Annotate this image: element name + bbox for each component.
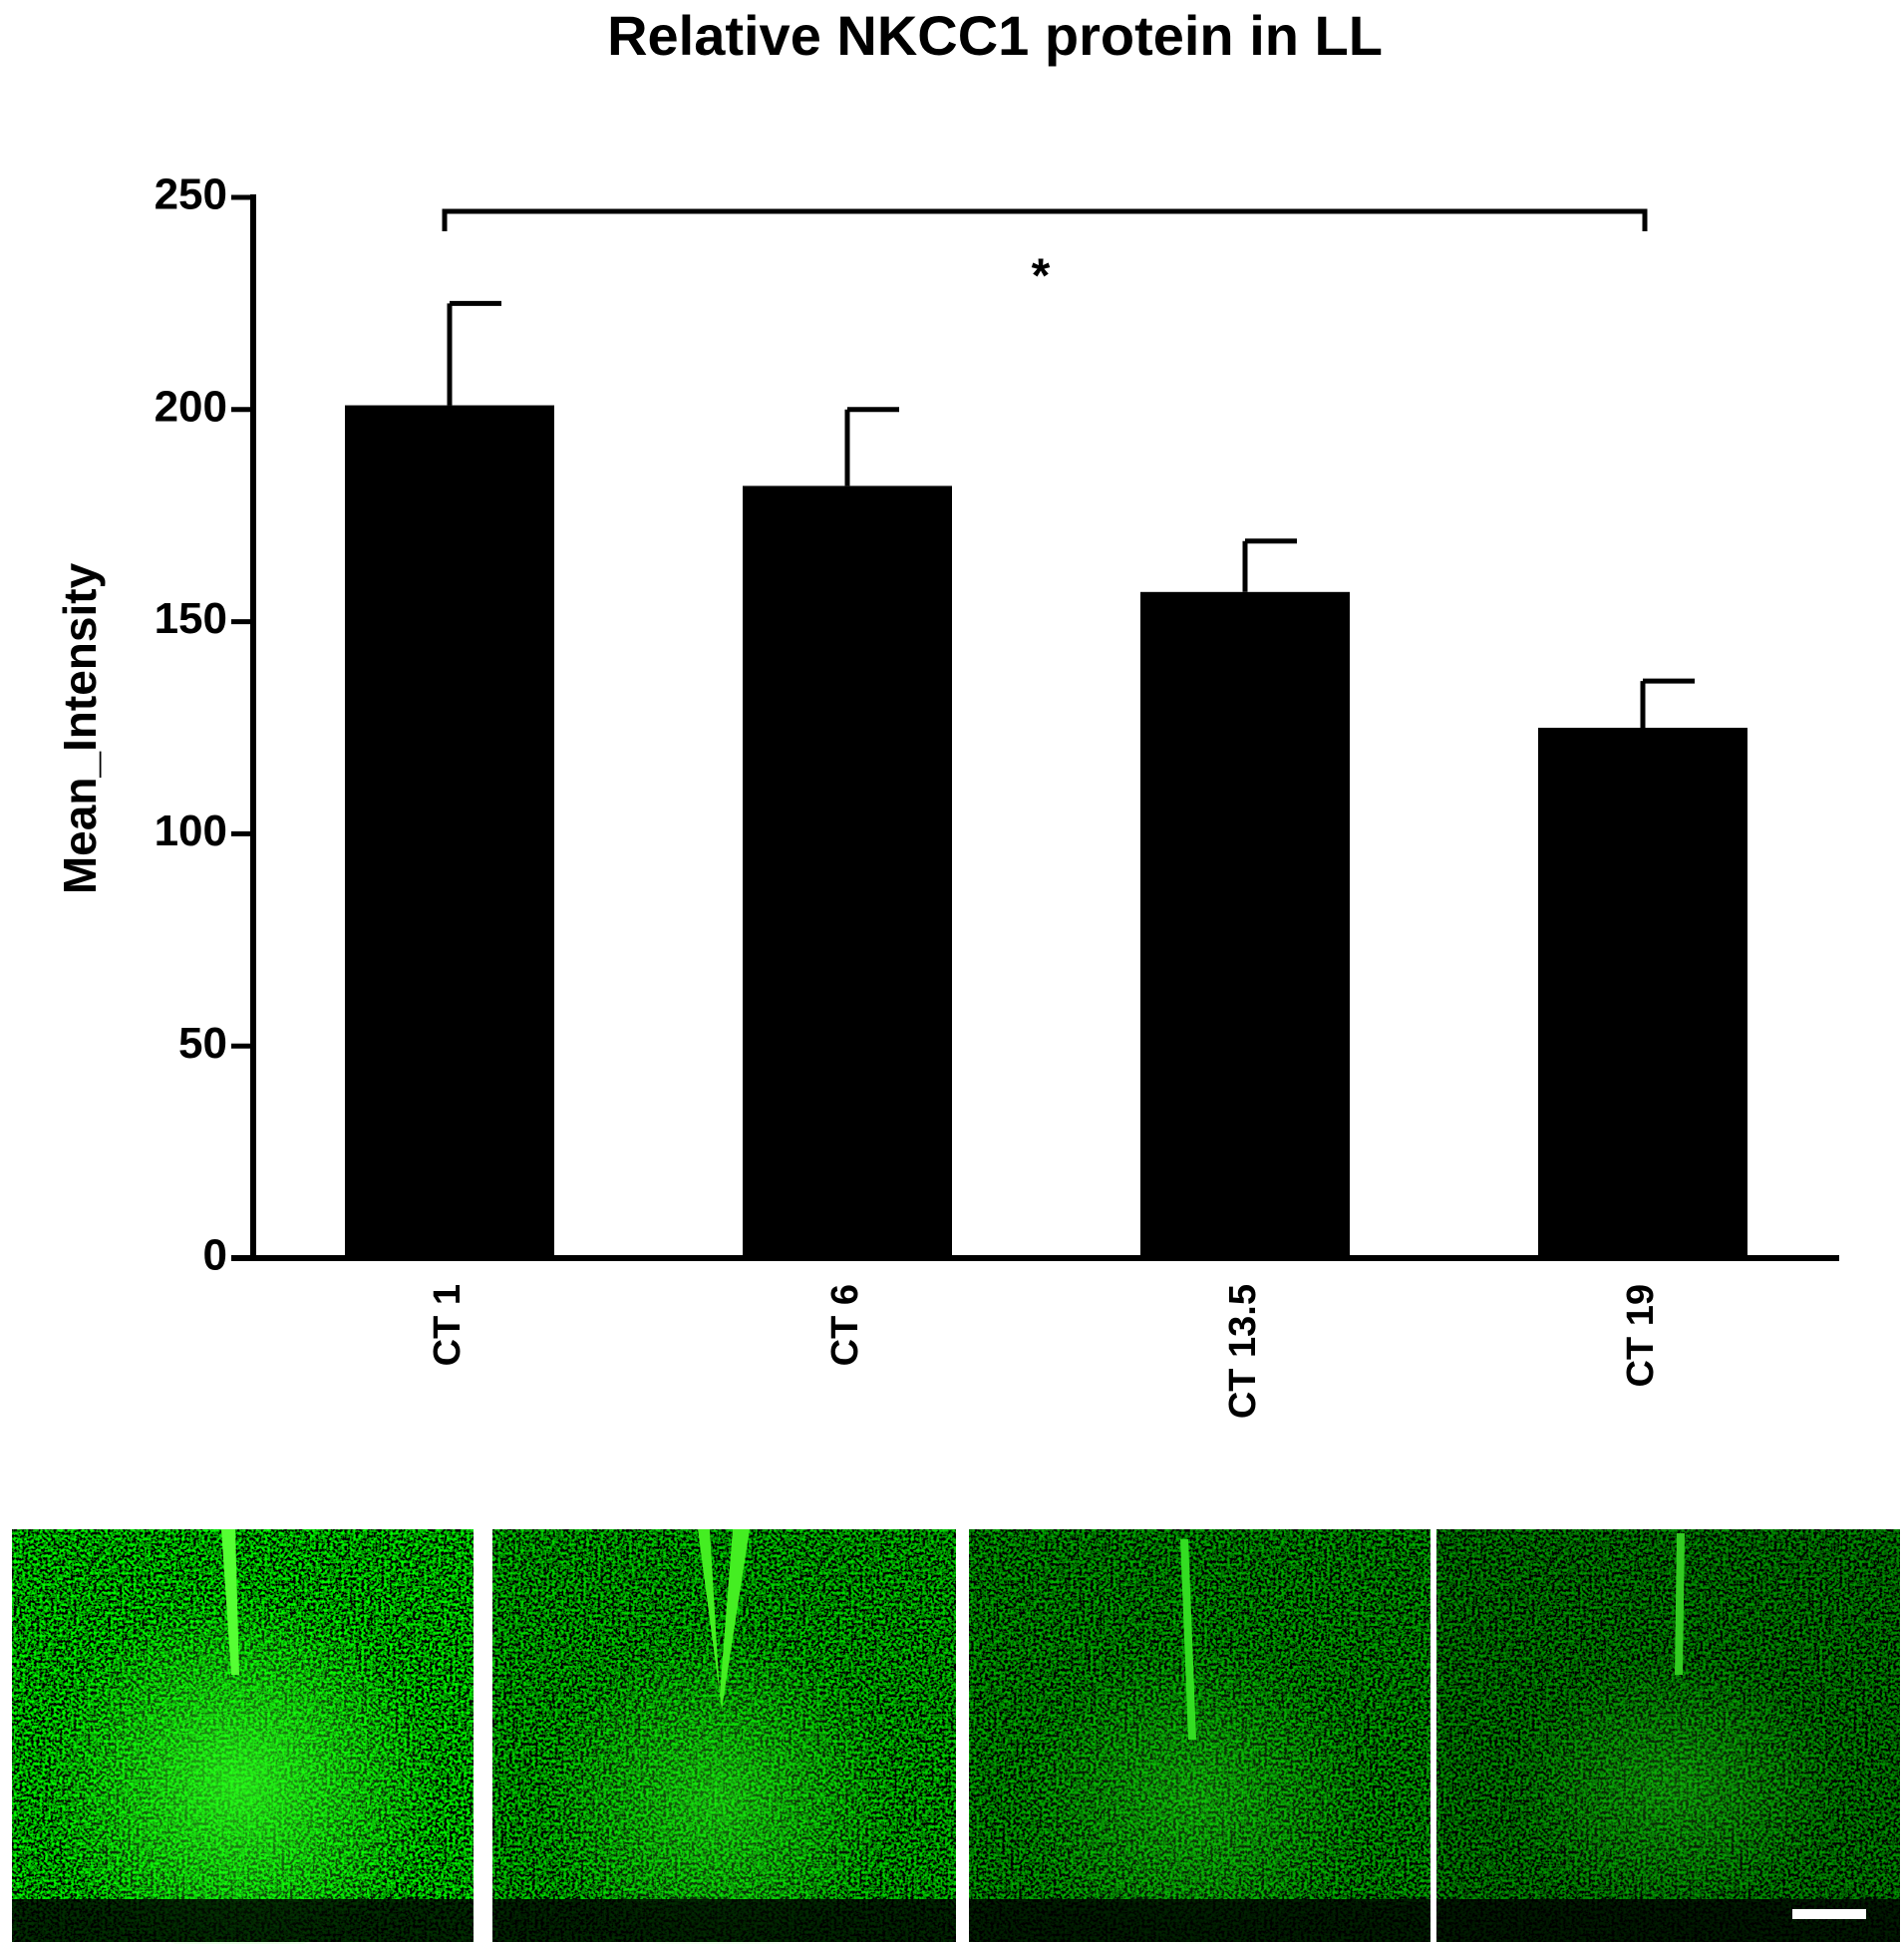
chart-title: Relative NKCC1 protein in LL: [607, 4, 1383, 67]
x-tick-label: CT 19: [1620, 1284, 1662, 1387]
significance-star: *: [1032, 250, 1051, 303]
bar: [345, 405, 554, 1258]
micrograph: [492, 1529, 956, 1944]
x-tick-label: CT 1: [427, 1284, 469, 1366]
x-tick-label: CT 13.5: [1222, 1284, 1264, 1419]
micrograph-panels: [12, 1529, 1900, 1944]
bar: [1140, 591, 1350, 1258]
significance-bracket: [442, 208, 1648, 231]
y-tick-label: 0: [203, 1231, 227, 1280]
micrograph: [1436, 1529, 1900, 1942]
micrograph: [969, 1529, 1430, 1944]
y-tick-label: 150: [155, 594, 227, 643]
y-tick-label: 250: [155, 170, 227, 219]
y-tick-label: 50: [178, 1019, 227, 1068]
y-axis-label: Mean_Intensity: [54, 562, 106, 894]
y-tick-label: 200: [155, 382, 227, 431]
x-tick-label: CT 6: [824, 1284, 866, 1366]
y-tick-label: 100: [155, 807, 227, 855]
bar: [743, 486, 952, 1259]
bar: [1538, 728, 1747, 1258]
scale-bar: [1792, 1909, 1866, 1919]
micrograph: [12, 1529, 474, 1944]
